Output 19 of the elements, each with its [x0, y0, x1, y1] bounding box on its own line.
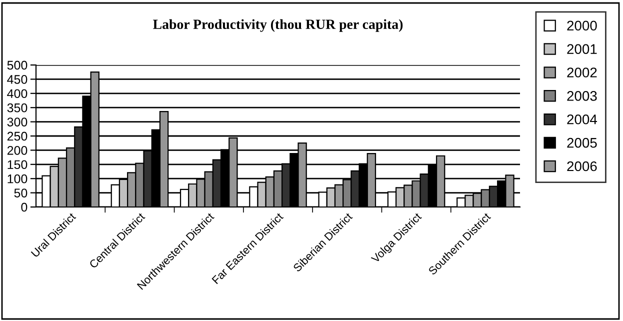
legend-label: 2006 — [567, 161, 597, 172]
y-tick-label: 350 — [7, 103, 28, 112]
legend-label: 2000 — [567, 20, 597, 31]
legend-label: 2002 — [567, 68, 597, 78]
y-tick-label: 400 — [7, 89, 28, 98]
legend-label: 2005 — [567, 138, 597, 148]
chart-title: Labor Productivity (thou RUR per capita) — [153, 19, 403, 32]
y-tick-label: 250 — [7, 132, 28, 141]
legend-label: 2003 — [567, 91, 597, 101]
y-tick-label: 300 — [7, 118, 28, 126]
legend-label: 2001 — [567, 44, 597, 54]
legend-label: 2004 — [567, 114, 597, 124]
y-tick-label: 500 — [7, 60, 28, 70]
y-tick-label: 200 — [7, 146, 28, 155]
y-tick-label: 450 — [7, 75, 28, 84]
y-tick-label: 0 — [21, 202, 28, 212]
y-tick-label: 50 — [14, 188, 28, 198]
y-tick-label: 100 — [8, 174, 28, 184]
y-tick-label: 150 — [8, 160, 28, 170]
